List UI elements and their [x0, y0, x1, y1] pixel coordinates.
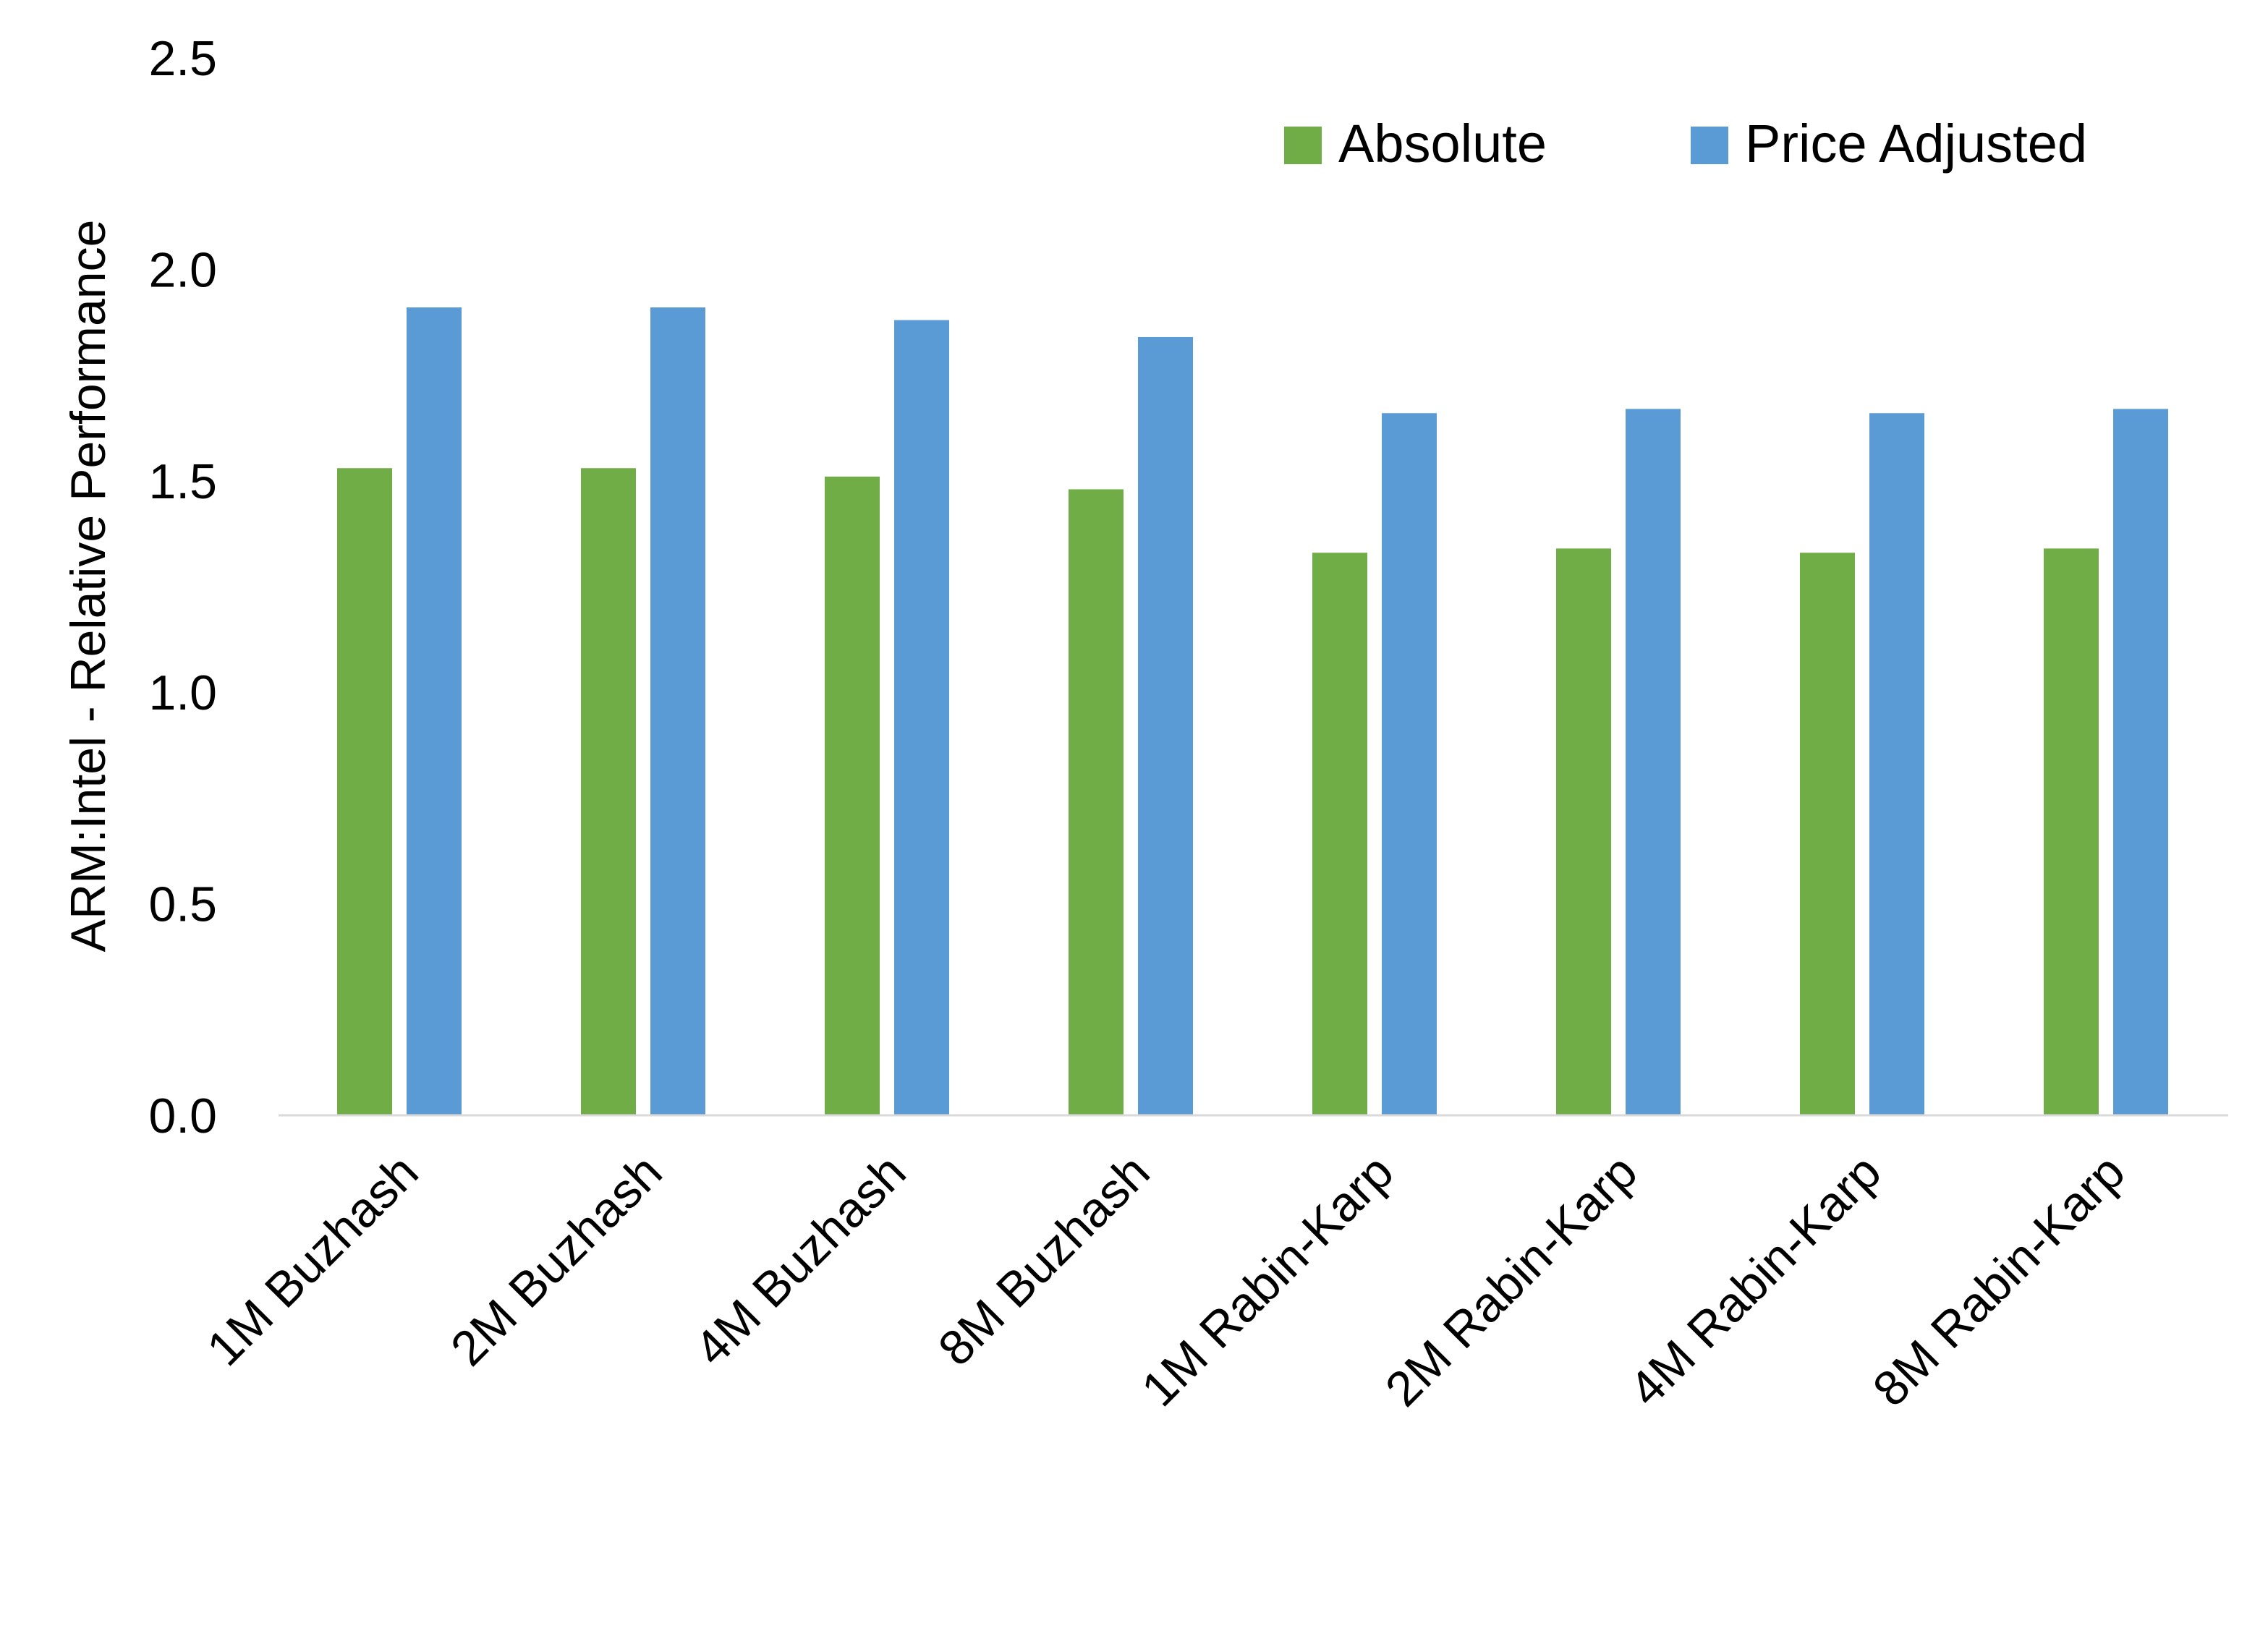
- y-axis-label: ARM:Intel - Relative Performance: [61, 220, 116, 953]
- bar-price-adjusted: [650, 307, 705, 1116]
- bar-absolute: [1069, 489, 1124, 1115]
- y-tick-label: 1.5: [148, 454, 217, 509]
- legend-label-price-adjusted: Price Adjusted: [1745, 114, 2087, 174]
- x-tick-label: 2M Rabin-Karp: [1375, 1144, 1647, 1417]
- y-tick-label: 2.0: [148, 242, 217, 297]
- y-tick-label: 1.0: [148, 665, 217, 720]
- bar-price-adjusted: [407, 307, 462, 1116]
- bar-absolute: [1800, 553, 1855, 1115]
- bar-absolute: [1312, 553, 1367, 1115]
- bar-price-adjusted: [1382, 413, 1437, 1115]
- x-tick-label: 8M Rabin-Karp: [1862, 1144, 2135, 1417]
- x-tick-label: 4M Rabin-Karp: [1618, 1144, 1891, 1417]
- bar-price-adjusted: [1138, 336, 1193, 1115]
- x-tick-label: 1M Buzhash: [197, 1144, 429, 1376]
- x-tick-label: 2M Buzhash: [441, 1144, 673, 1376]
- bar-absolute: [337, 468, 392, 1115]
- bar-absolute: [2044, 548, 2099, 1115]
- x-tick-label: 8M Buzhash: [928, 1144, 1160, 1376]
- x-tick-label: 4M Buzhash: [684, 1144, 917, 1376]
- bar-absolute: [581, 468, 636, 1115]
- bar-price-adjusted: [1626, 409, 1681, 1115]
- x-tick-label: 1M Rabin-Karp: [1131, 1144, 1403, 1417]
- bar-price-adjusted: [894, 320, 949, 1116]
- bar-price-adjusted: [1869, 413, 1924, 1115]
- y-tick-label: 0.0: [148, 1089, 217, 1143]
- bar-absolute: [825, 476, 880, 1115]
- bar-price-adjusted: [2113, 409, 2168, 1115]
- y-tick-label: 0.5: [148, 877, 217, 932]
- legend-swatch-absolute: [1284, 127, 1322, 164]
- legend: Absolute Price Adjusted: [1284, 114, 2087, 174]
- y-tick-label: 2.5: [148, 31, 217, 86]
- legend-swatch-price-adjusted: [1691, 127, 1728, 164]
- bar-absolute: [1556, 548, 1611, 1115]
- legend-label-absolute: Absolute: [1338, 114, 1547, 174]
